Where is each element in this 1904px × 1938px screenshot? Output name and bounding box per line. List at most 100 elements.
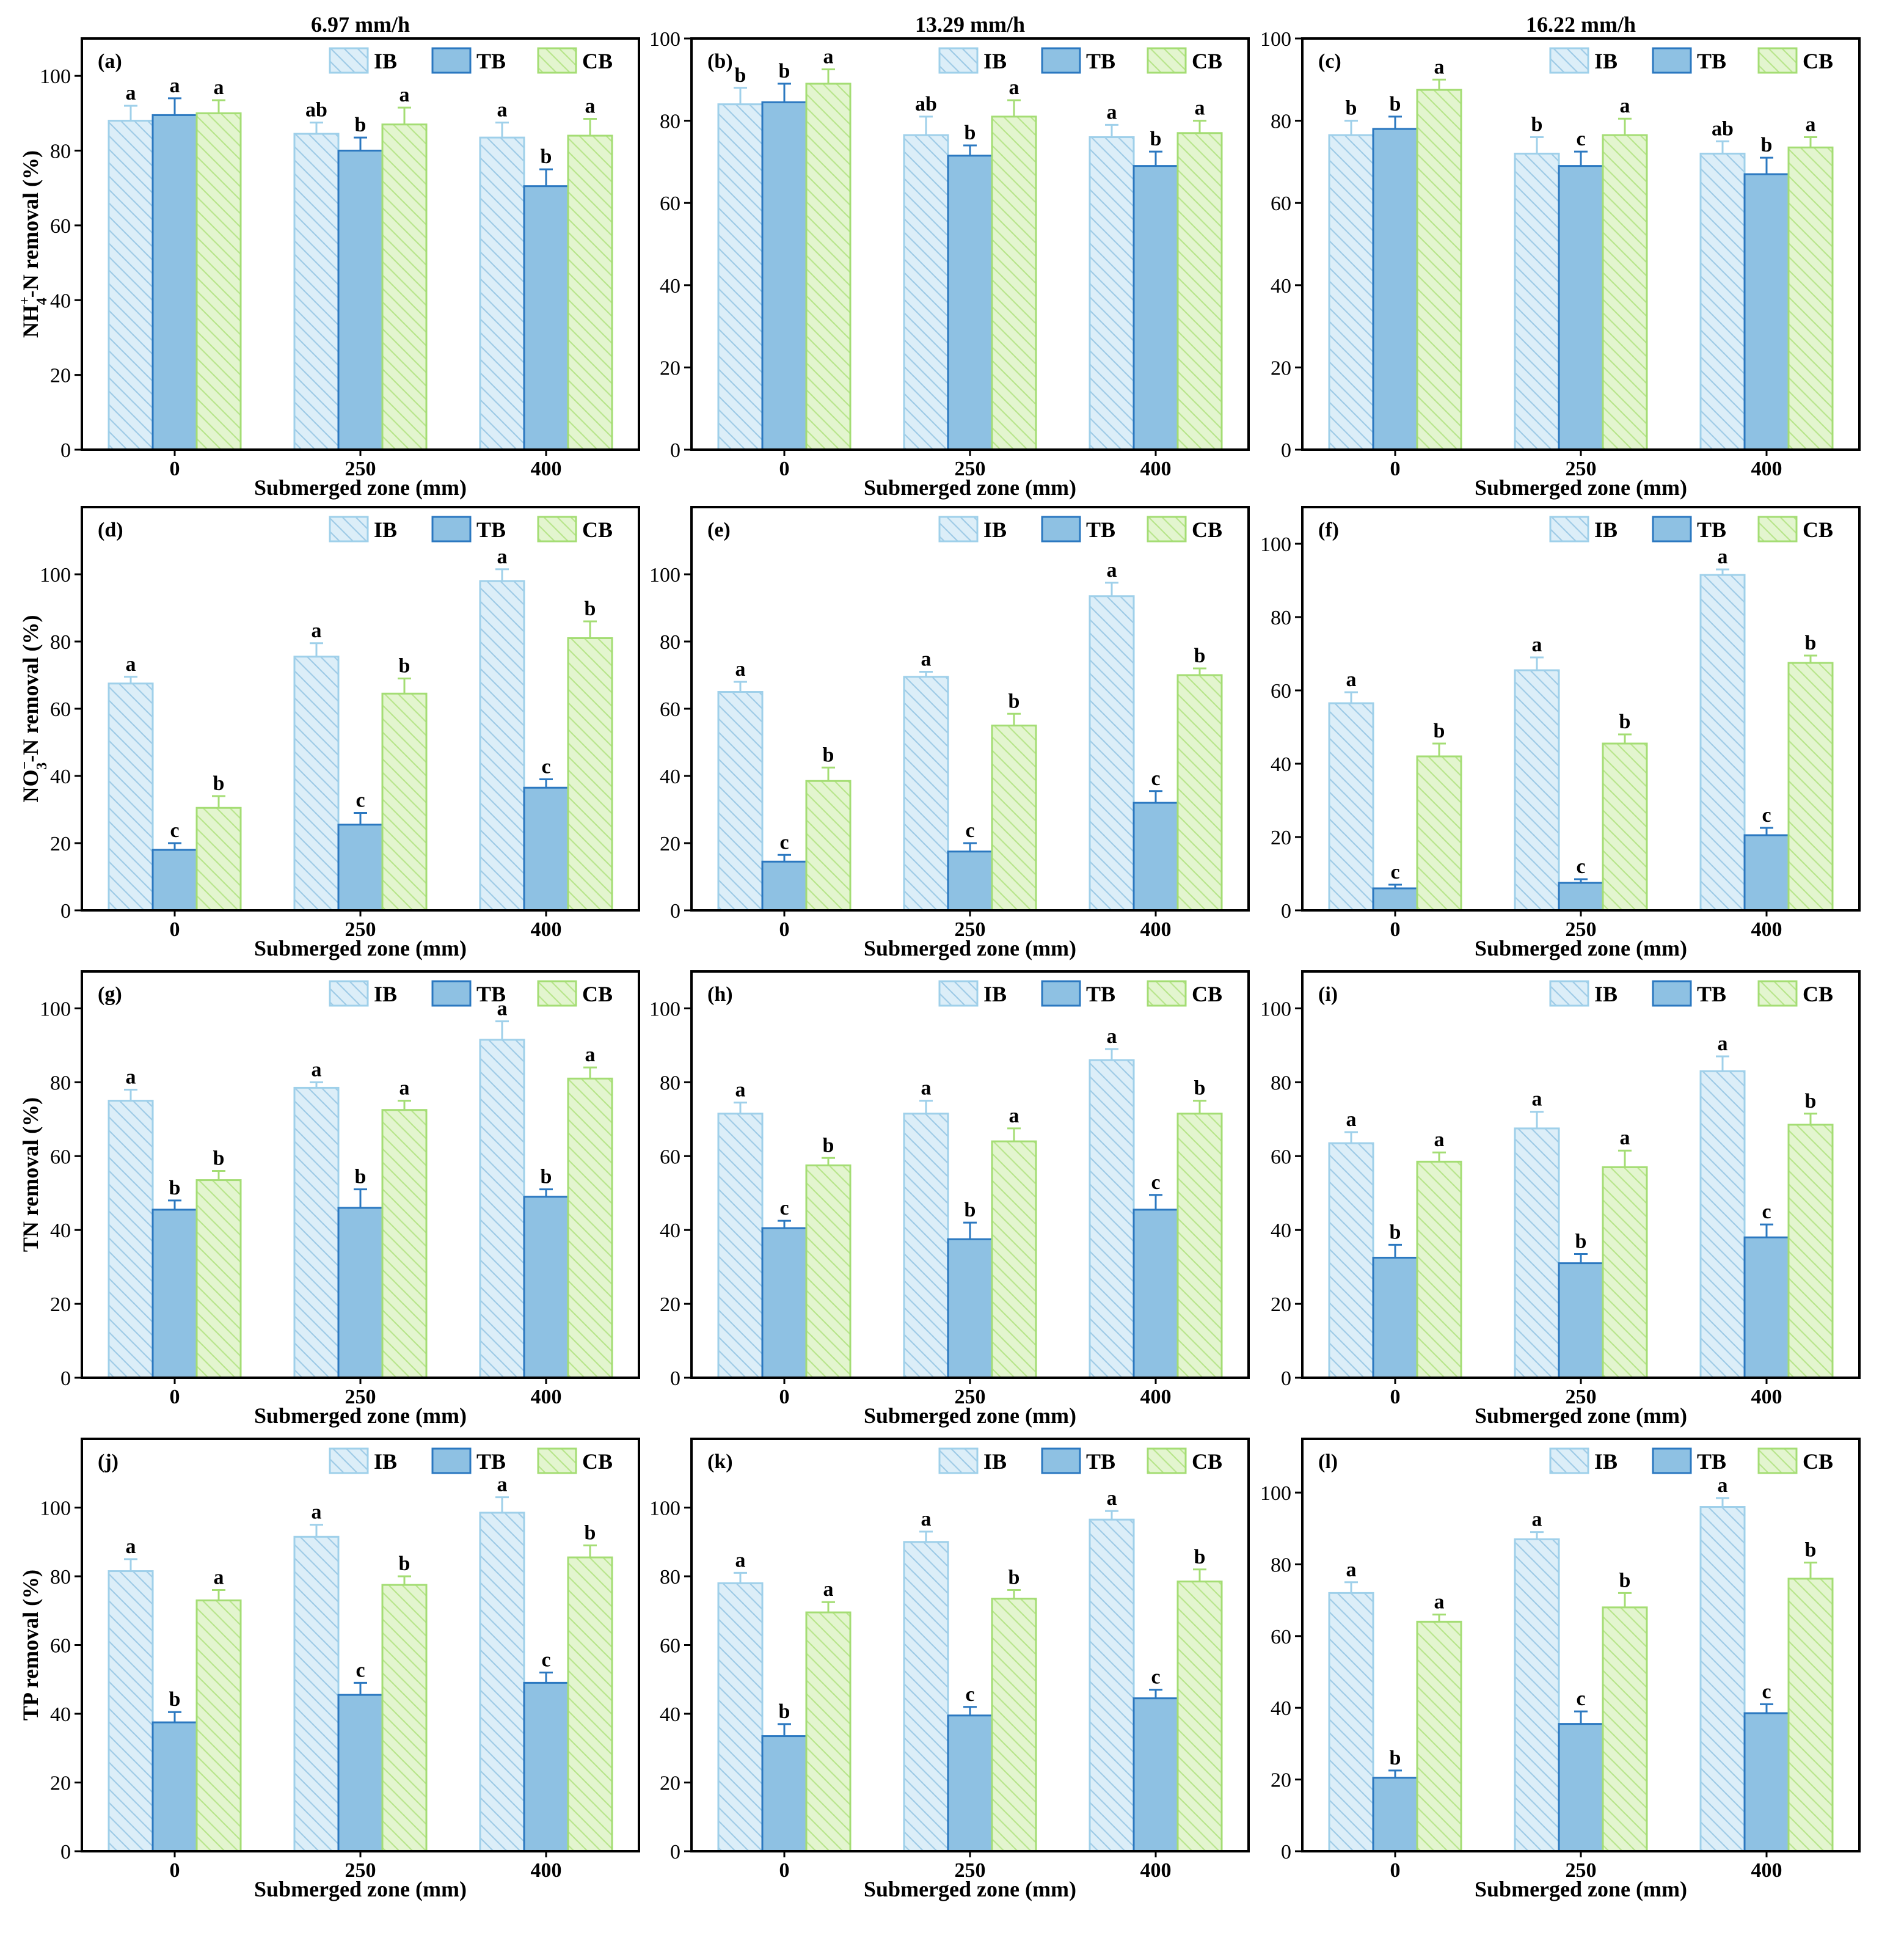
panel-label: (i): [1318, 983, 1338, 1006]
legend-swatch: [329, 980, 369, 1007]
y-tick-label: 60: [1271, 680, 1291, 703]
y-axis-label: TN removal (%): [18, 1097, 43, 1252]
legend-swatch: [1147, 516, 1187, 543]
legend-swatch: [1147, 980, 1187, 1007]
legend-item-cb: CB: [537, 1447, 613, 1474]
bar-cb: [991, 725, 1037, 912]
legend-item-tb: TB: [431, 47, 506, 74]
significance-letter: a: [1107, 1487, 1117, 1510]
bar-cb: [991, 1140, 1037, 1379]
legend-item-cb: CB: [537, 980, 613, 1007]
y-axis-label-sup: +: [17, 296, 33, 305]
legend-swatch: [1652, 980, 1692, 1007]
legend-item-cb: CB: [1147, 47, 1222, 74]
x-axis-label: Submerged zone (mm): [1475, 936, 1687, 960]
y-tick-label: 40: [50, 290, 71, 312]
significance-letter: b: [1009, 1567, 1020, 1589]
significance-letter: a: [214, 76, 224, 99]
bar-tb: [523, 786, 569, 912]
panel-label: (j): [98, 1450, 119, 1473]
bar-cb: [567, 1077, 613, 1379]
x-tick-label: 0: [1390, 1859, 1401, 1882]
y-tick-label: 20: [1271, 357, 1291, 379]
legend-item-cb: CB: [1757, 980, 1833, 1007]
bar-tb: [947, 850, 993, 912]
bar-ib: [479, 580, 525, 912]
y-tick-label: 40: [660, 1703, 680, 1726]
legend-swatch: [1041, 516, 1081, 543]
bar-ib: [717, 691, 764, 912]
legend-item-tb: TB: [1652, 516, 1726, 543]
significance-letter: a: [1346, 1108, 1357, 1131]
significance-letter: c: [541, 756, 550, 778]
legend-swatch: [1757, 1447, 1798, 1474]
y-tick-label: 80: [660, 1072, 680, 1094]
significance-letter: b: [169, 1688, 181, 1711]
y-tick-label: 80: [1271, 111, 1291, 133]
svg-text:TN removal (%): TN removal (%): [18, 1097, 43, 1252]
svg-text:TP removal (%): TP removal (%): [18, 1570, 43, 1720]
legend-item-ib: IB: [1549, 47, 1618, 74]
bar-cb: [1176, 1580, 1223, 1852]
significance-letter: ab: [915, 93, 937, 115]
y-tick-label: 20: [660, 357, 680, 379]
bar-tb: [1133, 1209, 1179, 1379]
bar-tb: [1133, 802, 1179, 912]
x-tick-label: 250: [955, 458, 986, 480]
bar-tb: [523, 185, 569, 451]
legend-item-cb: CB: [537, 516, 613, 543]
bar-cb: [381, 692, 428, 912]
y-tick-label: 40: [660, 766, 680, 788]
bar-tb: [761, 1227, 808, 1379]
y-tick-label: 40: [1271, 1697, 1291, 1720]
significance-letter: a: [1346, 1559, 1357, 1581]
legend-swatch: [431, 980, 472, 1007]
bar-ib: [903, 134, 949, 451]
significance-letter: a: [921, 1077, 932, 1100]
y-tick-label: 80: [50, 141, 71, 163]
panel-label: (e): [707, 519, 731, 541]
significance-letter: a: [1434, 1128, 1445, 1151]
y-axis-label-main: TP removal (%): [18, 1570, 43, 1720]
bar-cb: [1602, 1606, 1648, 1852]
x-tick-label: 250: [345, 1859, 376, 1882]
y-tick-label: 40: [50, 1703, 71, 1726]
bar-tb: [947, 155, 993, 451]
y-tick-label: 100: [649, 564, 680, 587]
legend-item-tb: TB: [1041, 516, 1115, 543]
significance-letter: b: [1150, 128, 1162, 150]
y-tick-label: 100: [649, 998, 680, 1020]
chart-panel: a b a 0 a c b 250 a c b 400 0 20 40 60 80 100 Submerged zo…: [40, 1438, 640, 1901]
significance-letter: a: [1195, 97, 1205, 120]
y-tick-label: 80: [50, 1566, 71, 1589]
column-title: 16.22 mm/h: [1526, 12, 1636, 37]
y-tick-label: 60: [1271, 192, 1291, 215]
x-tick-label: 250: [345, 1386, 376, 1408]
y-tick-label: 60: [660, 192, 680, 215]
legend-swatch: [1652, 1447, 1692, 1474]
significance-letter: a: [170, 75, 180, 97]
legend-label: IB: [983, 517, 1007, 542]
bar-cb: [567, 1556, 613, 1852]
x-tick-label: 250: [955, 1859, 986, 1882]
significance-letter: b: [1390, 1221, 1401, 1243]
legend-label: IB: [983, 1449, 1007, 1474]
bar-cb: [567, 134, 613, 451]
significance-letter: b: [1390, 1747, 1401, 1769]
significance-letter: b: [1805, 1539, 1817, 1562]
significance-letter: a: [126, 1066, 136, 1088]
y-tick-label: 100: [40, 564, 71, 587]
bar-ib: [108, 120, 154, 451]
legend-item-ib: IB: [1549, 1447, 1618, 1474]
significance-letter: a: [1718, 546, 1728, 568]
bar-tb: [1558, 882, 1604, 912]
bar-tb: [151, 1209, 198, 1379]
axes-frame: [1301, 506, 1861, 912]
legend-label: CB: [1192, 517, 1222, 542]
significance-letter: a: [823, 45, 834, 68]
significance-letter: b: [585, 1521, 596, 1544]
y-tick-label: 0: [670, 1841, 680, 1863]
panel-label: (k): [707, 1450, 733, 1473]
bar-tb: [1558, 1723, 1604, 1852]
legend-swatch: [1041, 47, 1081, 74]
